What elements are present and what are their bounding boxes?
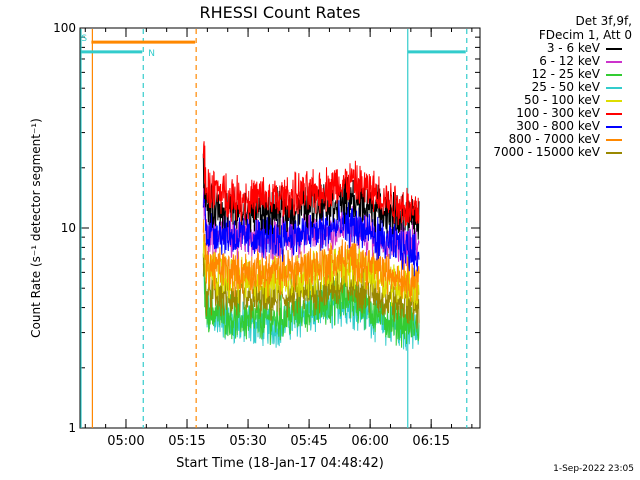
legend-header-line-1: Det 3f,9f,	[575, 14, 633, 28]
series-line	[202, 190, 420, 277]
x-tick-label: 05:30	[229, 434, 266, 449]
x-tick-label: 05:15	[168, 434, 205, 449]
footer-timestamp: 1-Sep-2022 23:05	[553, 464, 634, 474]
legend-swatch	[606, 151, 622, 154]
chart-title: RHESSI Count Rates	[200, 3, 361, 22]
legend-label: 6 - 12 keV	[539, 54, 600, 68]
y-tick-label: 10	[61, 221, 76, 235]
legend-swatch	[606, 60, 622, 63]
series-line	[202, 141, 420, 227]
legend-label: 25 - 50 keV	[531, 80, 600, 94]
legend-entry: 100 - 300 keV	[516, 107, 622, 120]
legend-entry: 300 - 800 keV	[516, 120, 622, 133]
y-tick-label: 1	[68, 421, 76, 435]
x-tick-label: 06:15	[412, 434, 449, 449]
legend-swatch	[606, 138, 622, 141]
legend-label: 7000 - 15000 keV	[493, 145, 600, 159]
legend-entry: 50 - 100 keV	[524, 94, 622, 107]
legend-swatch	[606, 73, 622, 76]
legend-swatch	[606, 125, 622, 128]
x-axis-label: Start Time (18-Jan-17 04:48:42)	[176, 456, 384, 471]
legend-label: 50 - 100 keV	[523, 93, 600, 107]
legend-label: 3 - 6 keV	[546, 41, 600, 55]
legend-entry: 12 - 25 keV	[532, 68, 622, 81]
legend-entry: 3 - 6 keV	[547, 42, 622, 55]
legend-label: 300 - 800 keV	[516, 119, 600, 133]
legend-swatch	[606, 86, 622, 89]
legend-header-line-2: FDecim 1, Att 0	[538, 28, 632, 42]
state-label-n: N	[148, 49, 155, 59]
legend-entry: 25 - 50 keV	[532, 81, 622, 94]
legend-swatch	[606, 47, 622, 50]
legend-label: 800 - 7000 keV	[508, 132, 600, 146]
legend-swatch	[606, 112, 622, 115]
x-tick-label: 06:00	[351, 434, 388, 449]
y-axis-label: Count Rate (s⁻¹ detector segment⁻¹)	[29, 118, 43, 338]
legend-entry: 800 - 7000 keV	[509, 133, 622, 146]
series-line	[202, 219, 420, 302]
x-tick-label: 05:00	[107, 434, 144, 449]
legend-entry: 7000 - 15000 keV	[493, 146, 622, 159]
legend-swatch	[606, 99, 622, 102]
legend-entry: 6 - 12 keV	[539, 55, 622, 68]
legend-label: 100 - 300 keV	[516, 106, 600, 120]
y-tick-label: 100	[53, 21, 76, 35]
marks-layer: 1 10 100 05:00 05:15 05:30 05:45 06:00 06:15 S N	[53, 21, 480, 449]
legend-label: 12 - 25 keV	[531, 67, 600, 81]
state-label-s: S	[81, 34, 87, 44]
x-tick-label: 05:45	[290, 434, 327, 449]
